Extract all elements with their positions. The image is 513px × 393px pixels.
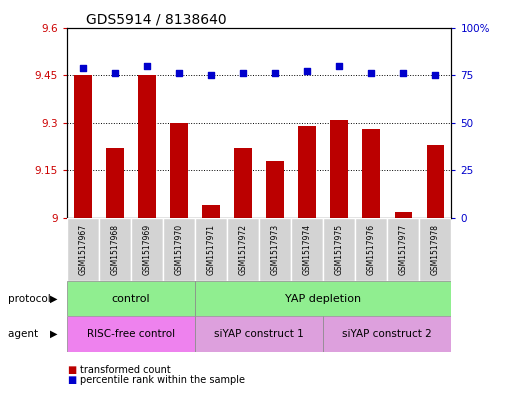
Bar bbox=[323, 316, 451, 352]
Text: ▶: ▶ bbox=[50, 294, 58, 304]
Bar bbox=[67, 281, 195, 316]
Point bbox=[111, 70, 119, 76]
Text: GSM1517975: GSM1517975 bbox=[334, 224, 344, 275]
Text: transformed count: transformed count bbox=[80, 365, 170, 375]
Text: GSM1517970: GSM1517970 bbox=[174, 224, 184, 275]
Text: GSM1517968: GSM1517968 bbox=[110, 224, 120, 275]
Bar bbox=[299, 126, 316, 218]
Text: RISC-free control: RISC-free control bbox=[87, 329, 175, 339]
Text: GSM1517974: GSM1517974 bbox=[303, 224, 312, 275]
Bar bbox=[227, 218, 259, 281]
Bar bbox=[420, 218, 451, 281]
Bar bbox=[195, 218, 227, 281]
Point bbox=[78, 64, 87, 71]
Bar bbox=[202, 206, 220, 218]
Text: GSM1517978: GSM1517978 bbox=[431, 224, 440, 275]
Bar bbox=[427, 145, 444, 218]
Point bbox=[367, 70, 376, 76]
Text: siYAP construct 2: siYAP construct 2 bbox=[343, 329, 432, 339]
Bar bbox=[234, 148, 252, 218]
Bar bbox=[67, 218, 98, 281]
Text: ■: ■ bbox=[67, 365, 76, 375]
Point bbox=[335, 62, 343, 69]
Bar bbox=[259, 218, 291, 281]
Bar bbox=[170, 123, 188, 218]
Point bbox=[399, 70, 407, 76]
Bar bbox=[106, 148, 124, 218]
Text: GDS5914 / 8138640: GDS5914 / 8138640 bbox=[86, 12, 227, 26]
Text: percentile rank within the sample: percentile rank within the sample bbox=[80, 375, 245, 386]
Point bbox=[207, 72, 215, 78]
Text: GSM1517972: GSM1517972 bbox=[239, 224, 248, 275]
Bar bbox=[195, 316, 323, 352]
Bar bbox=[74, 75, 91, 218]
Text: GSM1517971: GSM1517971 bbox=[206, 224, 215, 275]
Bar bbox=[98, 218, 131, 281]
Point bbox=[303, 68, 311, 75]
Text: siYAP construct 1: siYAP construct 1 bbox=[214, 329, 304, 339]
Text: GSM1517973: GSM1517973 bbox=[270, 224, 280, 275]
Text: agent: agent bbox=[8, 329, 41, 339]
Bar bbox=[394, 212, 412, 218]
Point bbox=[143, 62, 151, 69]
Text: ▶: ▶ bbox=[50, 329, 58, 339]
Point bbox=[175, 70, 183, 76]
Bar bbox=[323, 218, 355, 281]
Bar bbox=[330, 119, 348, 218]
Text: control: control bbox=[111, 294, 150, 304]
Bar bbox=[195, 281, 451, 316]
Bar bbox=[291, 218, 323, 281]
Text: protocol: protocol bbox=[8, 294, 54, 304]
Bar bbox=[363, 129, 380, 218]
Text: GSM1517977: GSM1517977 bbox=[399, 224, 408, 275]
Bar bbox=[387, 218, 420, 281]
Point bbox=[271, 70, 279, 76]
Text: GSM1517969: GSM1517969 bbox=[142, 224, 151, 275]
Bar bbox=[138, 75, 155, 218]
Text: GSM1517967: GSM1517967 bbox=[78, 224, 87, 275]
Text: GSM1517976: GSM1517976 bbox=[367, 224, 376, 275]
Point bbox=[431, 72, 440, 78]
Bar bbox=[355, 218, 387, 281]
Point bbox=[239, 70, 247, 76]
Bar bbox=[67, 316, 195, 352]
Bar bbox=[163, 218, 195, 281]
Text: ■: ■ bbox=[67, 375, 76, 386]
Text: YAP depletion: YAP depletion bbox=[285, 294, 361, 304]
Bar bbox=[266, 161, 284, 218]
Bar bbox=[131, 218, 163, 281]
